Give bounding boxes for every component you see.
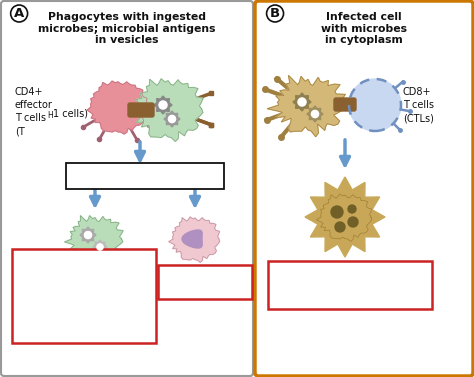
Polygon shape xyxy=(154,96,172,114)
Polygon shape xyxy=(267,75,346,137)
Text: H: H xyxy=(47,111,53,120)
Text: 1 cells): 1 cells) xyxy=(53,108,88,118)
Text: Infected cell
with microbes
in cytoplasm: Infected cell with microbes in cytoplasm xyxy=(321,12,407,45)
Polygon shape xyxy=(317,194,372,241)
Text: CD8+
T cells
(CTLs): CD8+ T cells (CTLs) xyxy=(403,87,434,123)
Circle shape xyxy=(311,110,319,118)
Circle shape xyxy=(84,231,91,239)
Circle shape xyxy=(159,101,167,109)
Circle shape xyxy=(168,115,175,123)
Text: Killing of
infected cell: Killing of infected cell xyxy=(311,273,388,297)
Text: Macrophage
activation;
killing of
ingested
microbes: Macrophage activation; killing of ingest… xyxy=(49,265,118,327)
Circle shape xyxy=(335,222,345,232)
Circle shape xyxy=(298,98,306,106)
Polygon shape xyxy=(80,227,96,243)
FancyBboxPatch shape xyxy=(12,249,156,343)
FancyBboxPatch shape xyxy=(66,163,224,189)
Polygon shape xyxy=(93,240,107,254)
FancyBboxPatch shape xyxy=(334,98,356,111)
FancyBboxPatch shape xyxy=(128,103,154,117)
FancyBboxPatch shape xyxy=(255,1,473,376)
Text: Cytokine secretion: Cytokine secretion xyxy=(96,171,194,181)
FancyBboxPatch shape xyxy=(158,265,252,299)
Circle shape xyxy=(348,205,356,213)
Text: A: A xyxy=(14,7,24,20)
Polygon shape xyxy=(164,111,180,127)
Text: Inflammation: Inflammation xyxy=(167,277,243,287)
Polygon shape xyxy=(307,106,323,122)
Circle shape xyxy=(331,206,343,218)
Circle shape xyxy=(97,244,103,250)
Polygon shape xyxy=(87,81,147,134)
Polygon shape xyxy=(293,93,311,111)
Text: CD4+
effector
T cells
(T: CD4+ effector T cells (T xyxy=(15,87,53,136)
FancyBboxPatch shape xyxy=(1,1,253,376)
Circle shape xyxy=(348,217,358,227)
Text: Phagocytes with ingested
microbes; microbial antigens
in vesicles: Phagocytes with ingested microbes; micro… xyxy=(38,12,216,45)
Polygon shape xyxy=(182,230,202,248)
Text: B: B xyxy=(270,7,280,20)
Polygon shape xyxy=(169,217,219,262)
Circle shape xyxy=(349,79,401,131)
FancyBboxPatch shape xyxy=(268,261,432,309)
Polygon shape xyxy=(130,79,203,141)
Polygon shape xyxy=(64,216,123,264)
Polygon shape xyxy=(305,177,385,257)
